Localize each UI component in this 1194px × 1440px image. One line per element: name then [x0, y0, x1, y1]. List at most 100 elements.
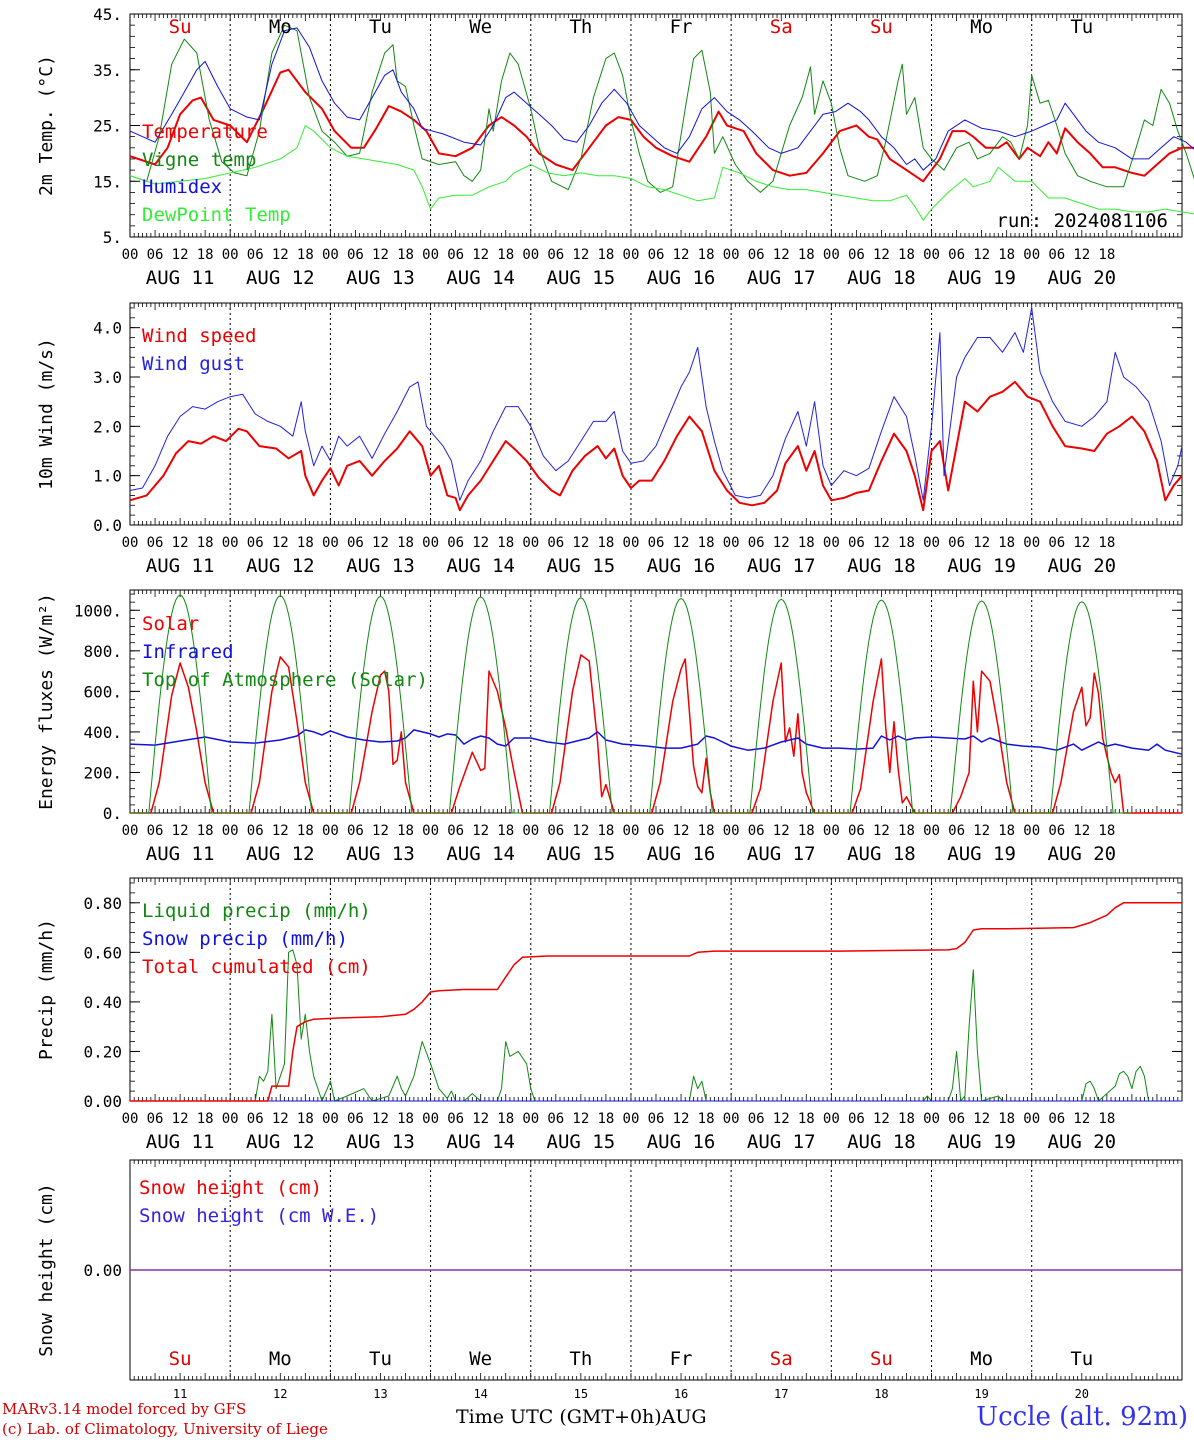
- precip-day-label: AUG 20: [1047, 1131, 1116, 1153]
- temp-legend-entry: Humidex: [142, 176, 222, 198]
- wind-hour-label: 12: [372, 535, 389, 551]
- wind-legend-entry: Wind speed: [142, 325, 256, 347]
- weekday-label-top: Sa: [770, 16, 793, 38]
- precip-hour-label: 18: [197, 1111, 214, 1127]
- weekday-label-bottom: Tu: [369, 1348, 392, 1370]
- wind-hour-label: 12: [973, 535, 990, 551]
- temp-y-tick-label: 25.: [93, 117, 122, 136]
- energy-hour-label: 06: [748, 823, 765, 839]
- temp-hour-label: 18: [698, 247, 715, 263]
- temp-hour-label: 12: [673, 247, 690, 263]
- wind-hour-label: 18: [297, 535, 314, 551]
- toa-solar-day-curve: [630, 597, 732, 814]
- energy-hour-label: 18: [798, 823, 815, 839]
- wind-hour-label: 18: [197, 535, 214, 551]
- weekday-label-top: Fr: [670, 16, 693, 38]
- temp-panel: [129, 13, 1194, 238]
- energy-hour-label: 06: [447, 823, 464, 839]
- precip-y-tick-label: 0.40: [83, 993, 122, 1012]
- wind-hour-label: 00: [1023, 535, 1040, 551]
- precip-hour-label: 12: [472, 1111, 489, 1127]
- temp-legend-entry: Vigne temp: [142, 149, 256, 171]
- temp-legend-entry: Temperature: [142, 121, 268, 143]
- temp-series-3: [129, 125, 1194, 221]
- precip-hour-label: 06: [447, 1111, 464, 1127]
- wind-y-axis-label: 10m Wind (m/s): [36, 338, 57, 490]
- wind-y-tick-label: 1.0: [93, 467, 122, 486]
- wind-hour-label: 12: [272, 535, 289, 551]
- snow-y-tick-label: 0.00: [83, 1261, 122, 1280]
- temp-series-1: [129, 24, 1194, 193]
- energy-hour-label: 18: [497, 823, 514, 839]
- temp-y-tick-label: 15.: [93, 172, 122, 191]
- precip-hour-label: 00: [623, 1111, 640, 1127]
- energy-hour-label: 18: [197, 823, 214, 839]
- weekday-label-top: Tu: [369, 16, 392, 38]
- energy-hour-label: 12: [1073, 823, 1090, 839]
- weekday-label-top: Mo: [970, 16, 993, 38]
- temp-hour-label: 00: [222, 247, 239, 263]
- energy-hour-label: 06: [1048, 823, 1065, 839]
- wind-hour-label: 12: [773, 535, 790, 551]
- energy-legend-entry: Top of Atmosphere (Solar): [142, 669, 428, 691]
- precip-legend-entry: Total cumulated (cm): [142, 956, 371, 978]
- month-label: AUG: [661, 1406, 707, 1428]
- precip-hour-label: 06: [347, 1111, 364, 1127]
- energy-day-label: AUG 18: [847, 843, 916, 865]
- temp-hour-label: 06: [848, 247, 865, 263]
- precip-hour-label: 12: [1073, 1111, 1090, 1127]
- temp-day-label: AUG 15: [547, 267, 616, 289]
- temp-hour-label: 18: [297, 247, 314, 263]
- temp-day-label: AUG 13: [346, 267, 415, 289]
- wind-day-label: AUG 13: [346, 555, 415, 577]
- temp-hour-label: 06: [748, 247, 765, 263]
- energy-hour-label: 00: [422, 823, 439, 839]
- energy-hour-label: 18: [1098, 823, 1115, 839]
- energy-hour-label: 18: [998, 823, 1015, 839]
- temp-hour-label: 12: [272, 247, 289, 263]
- precip-y-tick-label: 0.80: [83, 894, 122, 913]
- precip-hour-label: 06: [848, 1111, 865, 1127]
- wind-hour-label: 06: [447, 535, 464, 551]
- energy-series-1: [129, 729, 1183, 755]
- wind-series-0: [129, 380, 1183, 512]
- model-credit: MARv3.14 model forced by GFS: [2, 1400, 247, 1418]
- precip-hour-label: 12: [773, 1111, 790, 1127]
- day-number-label: 17: [774, 1387, 788, 1400]
- energy-hour-label: 00: [723, 823, 740, 839]
- precip-hour-label: 12: [973, 1111, 990, 1127]
- wind-hour-label: 18: [898, 535, 915, 551]
- precip-y-tick-label: 0.60: [83, 943, 122, 962]
- time-axis-text: Time UTC (GMT+0h): [456, 1406, 662, 1428]
- precip-day-label: AUG 17: [747, 1131, 816, 1153]
- toa-solar-day-curve: [430, 596, 531, 814]
- precip-day-label: AUG 13: [346, 1131, 415, 1153]
- energy-hour-label: 12: [272, 823, 289, 839]
- temp-hour-label: 00: [823, 247, 840, 263]
- wind-hour-label: 18: [1098, 535, 1115, 551]
- precip-hour-label: 00: [1023, 1111, 1040, 1127]
- temp-hour-label: 18: [1098, 247, 1115, 263]
- wind-hour-label: 12: [1073, 535, 1090, 551]
- precip-hour-label: 18: [698, 1111, 715, 1127]
- precip-hour-label: 00: [122, 1111, 139, 1127]
- wind-hour-label: 12: [873, 535, 890, 551]
- temp-day-label: AUG 18: [847, 267, 916, 289]
- energy-day-label: AUG 11: [146, 843, 215, 865]
- precip-hour-label: 00: [522, 1111, 539, 1127]
- wind-panel: [129, 302, 1183, 526]
- precip-hour-label: 18: [497, 1111, 514, 1127]
- energy-hour-label: 00: [623, 823, 640, 839]
- wind-hour-label: 18: [597, 535, 614, 551]
- energy-hour-label: 12: [572, 823, 589, 839]
- energy-hour-label: 00: [1023, 823, 1040, 839]
- temp-hour-label: 06: [247, 247, 264, 263]
- precip-hour-label: 06: [648, 1111, 665, 1127]
- energy-day-label: AUG 19: [947, 843, 1016, 865]
- precip-y-axis-label: Precip (mm/h): [36, 919, 57, 1060]
- energy-hour-label: 06: [347, 823, 364, 839]
- energy-hour-label: 00: [823, 823, 840, 839]
- energy-hour-label: 18: [397, 823, 414, 839]
- temp-hour-label: 12: [773, 247, 790, 263]
